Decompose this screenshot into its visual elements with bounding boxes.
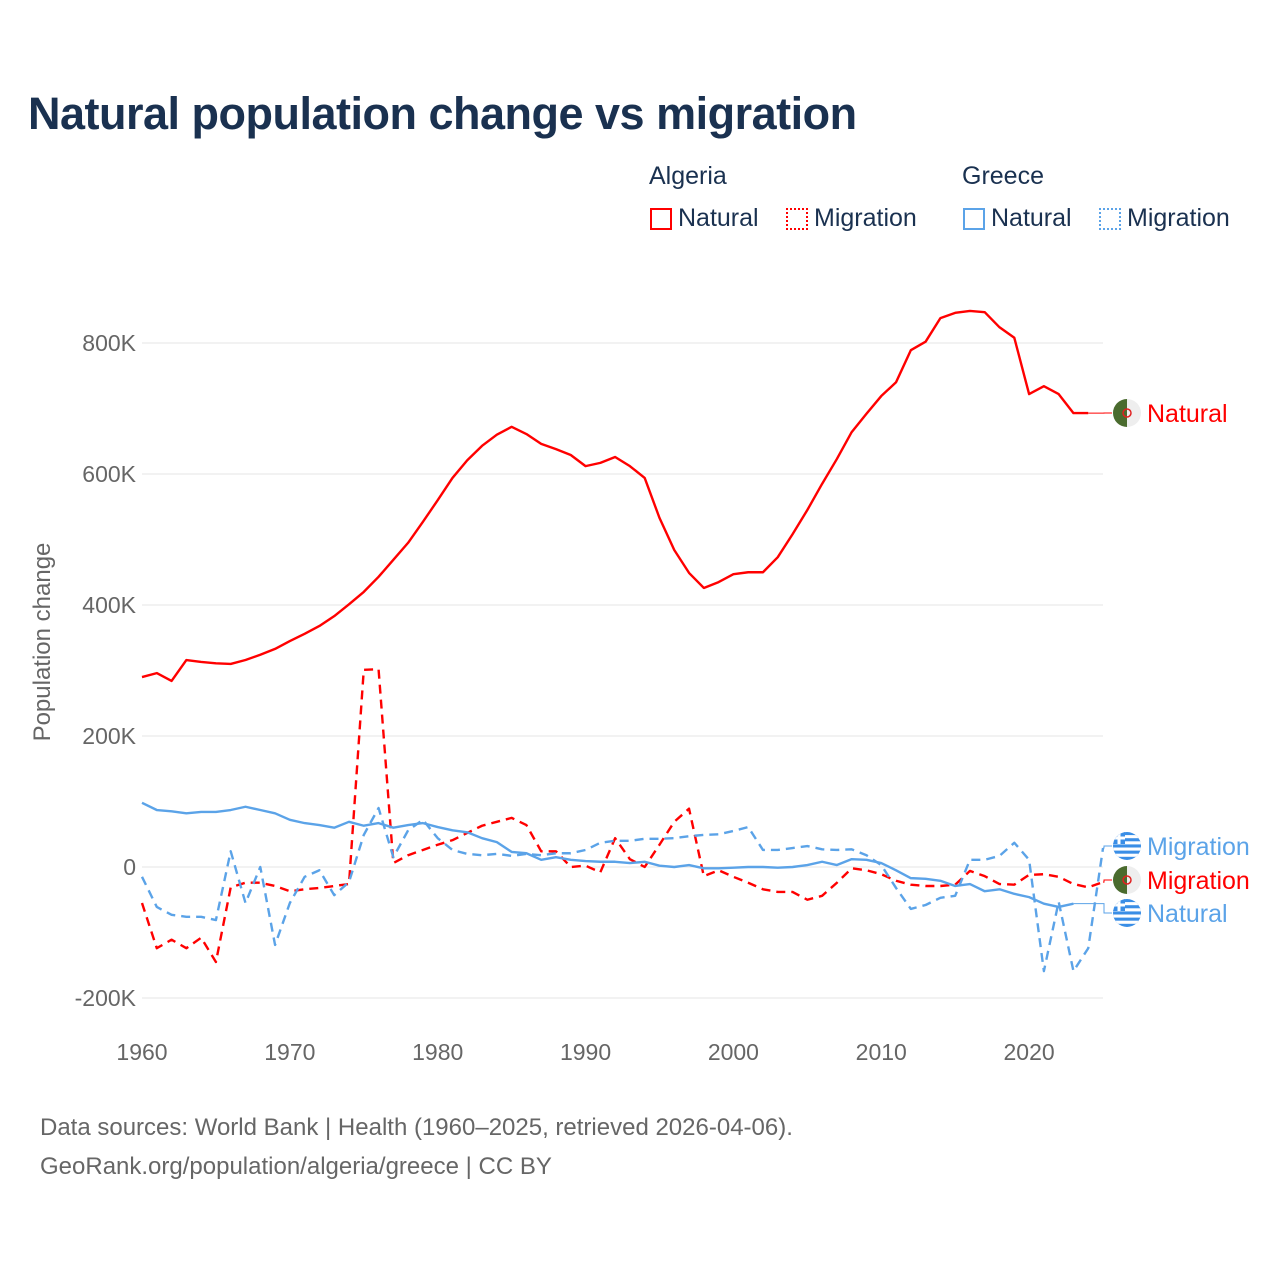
- x-tick-label: 1970: [264, 1039, 315, 1065]
- series-line-greece-migration: [140, 806, 1105, 973]
- legend-group-algeria: Algeria: [649, 162, 727, 190]
- greece-flag-icon: [1113, 832, 1141, 860]
- source-note: Data sources: World Bank | Health (1960–…: [40, 1108, 793, 1186]
- legend-swatch-dotted-red: [786, 207, 808, 230]
- y-tick-label: -200K: [75, 985, 137, 1011]
- flag-stripe: [1113, 920, 1141, 924]
- series-end-label: Migration: [1147, 867, 1250, 895]
- flag-crescent: [1122, 408, 1132, 418]
- source-line-2[interactable]: GeoRank.org/population/algeria/greece | …: [40, 1153, 552, 1180]
- series-line-greece-natural: [141, 801, 1074, 909]
- legend-label: Natural: [991, 204, 1072, 232]
- flag-stripe: [1113, 835, 1141, 839]
- x-tick-label: 2000: [708, 1039, 759, 1065]
- source-line-1: Data sources: World Bank | Health (1960–…: [40, 1114, 793, 1141]
- legend-greece-migration[interactable]: Migration: [1099, 204, 1230, 233]
- series-end-label: Migration: [1147, 833, 1250, 861]
- series-line-algeria-natural: [141, 309, 1089, 683]
- flag-stripe: [1113, 908, 1141, 912]
- series-line-algeria-migration: [140, 667, 1104, 964]
- y-tick-label: 0: [123, 854, 136, 880]
- flag-stripe: [1113, 902, 1141, 906]
- greece-flag-icon: [1113, 899, 1141, 927]
- flag-body: [1113, 899, 1141, 927]
- algeria-flag-icon: [1113, 399, 1141, 427]
- y-tick-label: 600K: [82, 461, 136, 487]
- legend-swatch-dotted-blue: [1099, 207, 1121, 230]
- series-end-label: Natural: [1147, 400, 1228, 428]
- x-tick-label: 1990: [560, 1039, 611, 1065]
- legend-label: Migration: [814, 204, 917, 232]
- flag-green: [1113, 399, 1127, 427]
- x-tick-label: 2010: [856, 1039, 907, 1065]
- y-axis-label: Population change: [29, 543, 56, 742]
- legend-algeria-migration[interactable]: Migration: [786, 204, 917, 233]
- legend-group-greece: Greece: [962, 162, 1044, 190]
- flag-stripe: [1113, 914, 1141, 918]
- label-connector: [1073, 903, 1112, 914]
- x-tick-label: 2020: [1004, 1039, 1055, 1065]
- x-tick-label: 1960: [116, 1039, 167, 1065]
- flag-cross: [1113, 903, 1125, 907]
- chart-title: Natural population change vs migration: [28, 88, 857, 139]
- flag-stripe: [1113, 847, 1141, 851]
- legend-algeria-natural[interactable]: Natural: [650, 204, 759, 233]
- y-tick-label: 400K: [82, 592, 136, 618]
- series-end-label: Natural: [1147, 900, 1228, 928]
- legend-label: Natural: [678, 204, 759, 232]
- legend-greece-natural[interactable]: Natural: [963, 204, 1072, 233]
- flag-stripe: [1113, 841, 1141, 845]
- legend-swatch-solid-red: [650, 207, 672, 230]
- y-tick-label: 200K: [82, 723, 136, 749]
- algeria-flag-icon: [1113, 866, 1141, 894]
- label-connector: [1103, 879, 1112, 883]
- y-tick-label: 800K: [82, 330, 136, 356]
- flag-crescent: [1122, 875, 1132, 885]
- flag-body: [1113, 832, 1141, 860]
- flag-cross: [1113, 836, 1125, 840]
- flag-stripe: [1113, 853, 1141, 857]
- label-connector: [1103, 845, 1112, 849]
- legend-swatch-solid-blue: [963, 207, 985, 230]
- legend-label: Migration: [1127, 204, 1230, 232]
- x-tick-label: 1980: [412, 1039, 463, 1065]
- flag-green: [1113, 866, 1127, 894]
